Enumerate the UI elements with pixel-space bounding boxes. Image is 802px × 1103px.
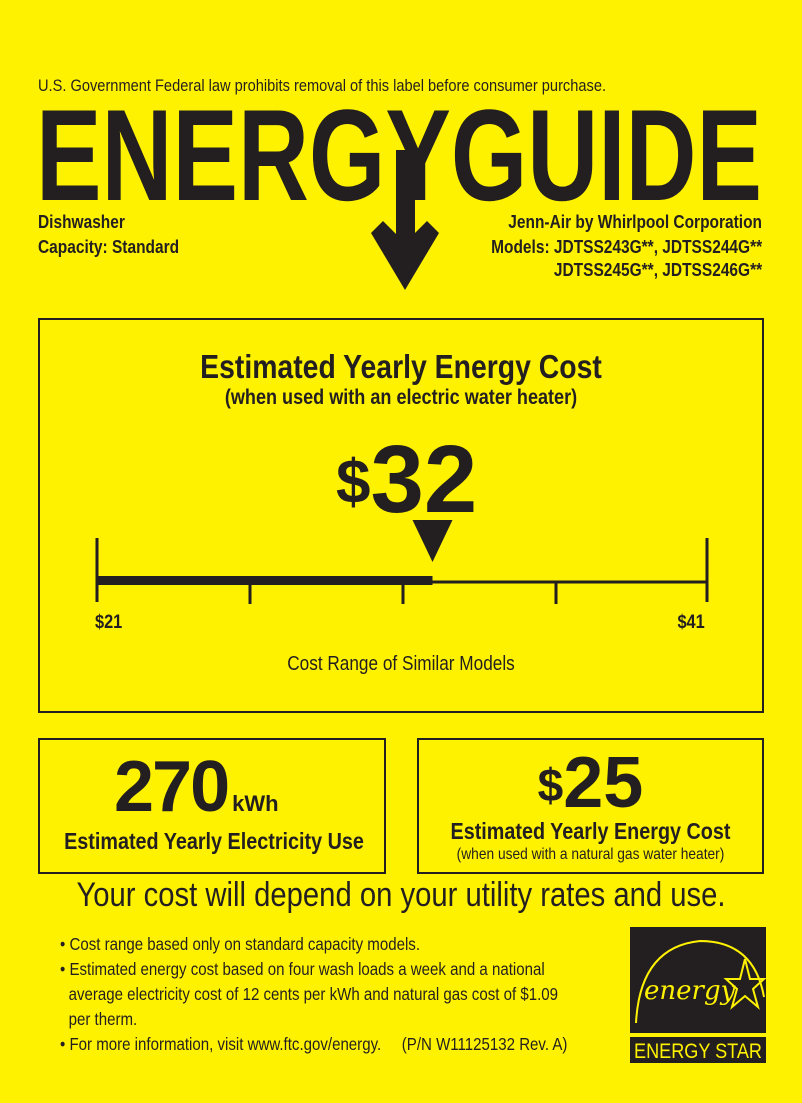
note-1: • Cost range based only on standard capa… <box>60 934 421 954</box>
federal-notice: U.S. Government Federal law prohibits re… <box>38 76 607 95</box>
gas-cost-sublabel: (when used with a natural gas water heat… <box>456 846 725 863</box>
electricity-value: 270 <box>114 747 230 827</box>
main-cost-value: $32 <box>336 425 477 535</box>
arrow-down-icon <box>371 221 439 290</box>
gas-cost-label: Estimated Yearly Energy Cost <box>450 818 731 844</box>
main-cost-amount: 32 <box>370 426 478 533</box>
range-min-label: $21 <box>95 612 123 633</box>
product-capacity: Capacity: Standard <box>38 237 180 257</box>
electricity-unit: kWh <box>232 791 279 816</box>
models-line-2: JDTSS245G**, JDTSS246G** <box>553 260 762 280</box>
cost-marker-triangle <box>412 520 453 562</box>
energyguide-logo: ENERGYGUIDE <box>36 82 762 290</box>
gas-cost-box: $25 Estimated Yearly Energy Cost (when u… <box>417 738 764 874</box>
range-caption: Cost Range of Similar Models <box>287 653 515 675</box>
electricity-use-box: 270 kWh Estimated Yearly Electricity Use <box>38 738 386 874</box>
disclaimer: Your cost will depend on your utility ra… <box>76 876 726 914</box>
main-cost-box: Estimated Yearly Energy Cost (when used … <box>38 318 764 713</box>
main-cost-title: Estimated Yearly Energy Cost <box>200 348 602 385</box>
svg-text:energy: energy <box>644 976 736 1006</box>
energy-star-label: ENERGY STAR <box>634 1040 762 1063</box>
range-max-label: $41 <box>677 612 705 633</box>
note-3: • For more information, visit www.ftc.go… <box>60 1034 568 1054</box>
gas-cost-value: 25 <box>563 743 644 823</box>
models-line-1: Models: JDTSS243G**, JDTSS244G** <box>490 237 762 257</box>
energy-star-logo: energy ENERGY STAR <box>630 927 767 1063</box>
logo-arrow-stem <box>396 150 415 250</box>
product-type: Dishwasher <box>38 212 125 232</box>
scale-filled-range <box>97 576 433 585</box>
currency-symbol: $ <box>336 448 371 517</box>
main-cost-subtitle: (when used with an electric water heater… <box>224 386 578 409</box>
manufacturer: Jenn-Air by Whirlpool Corporation <box>508 212 762 232</box>
notes: • Cost range based only on standard capa… <box>60 932 567 1057</box>
note-2: • Estimated energy cost based on four wa… <box>60 959 545 979</box>
electricity-label: Estimated Yearly Electricity Use <box>64 828 364 854</box>
energy-star-icon: energy ENERGY STAR <box>630 927 767 1063</box>
cost-range-scale <box>95 520 709 604</box>
gas-currency-symbol: $ <box>537 759 564 811</box>
part-number: (P/N W11125132 Rev. A) <box>401 1034 568 1054</box>
